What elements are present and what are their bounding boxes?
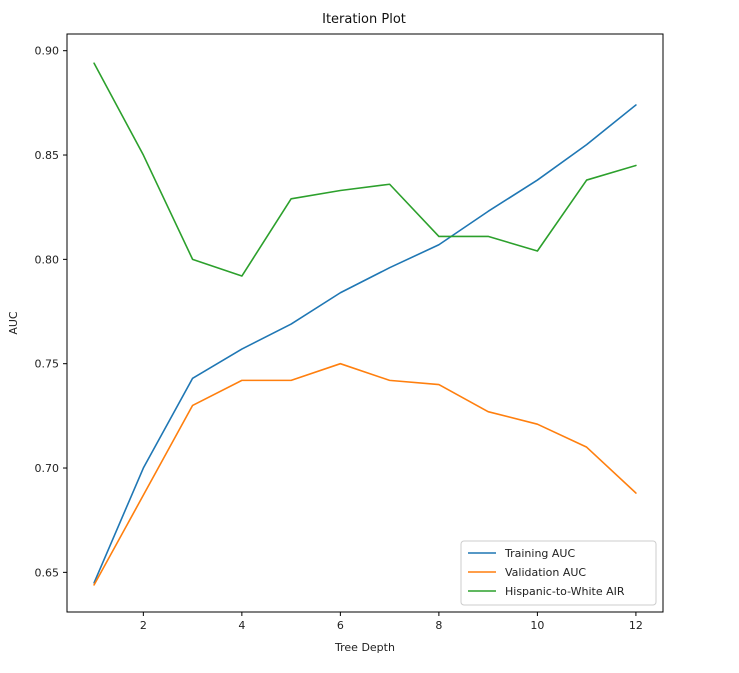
x-tick-label: 8 bbox=[435, 619, 442, 632]
legend: Training AUC Validation AUC Hispanic-to-Wh… bbox=[460, 540, 657, 606]
series-line-training-auc bbox=[93, 104, 637, 584]
y-tick-label: 0.70 bbox=[35, 462, 60, 475]
x-axis-label: Tree Depth bbox=[334, 641, 395, 654]
legend-box bbox=[460, 540, 657, 606]
x-tick-label: 10 bbox=[530, 619, 544, 632]
series-line-hispanic-to-white-air bbox=[93, 62, 637, 277]
legend-label-validation-auc: Validation AUC bbox=[505, 566, 586, 579]
x-axis: 2 4 6 8 10 12 bbox=[140, 612, 643, 632]
y-tick-label: 0.80 bbox=[35, 253, 60, 266]
x-tick-label: 4 bbox=[238, 619, 245, 632]
y-tick-label: 0.85 bbox=[35, 149, 60, 162]
x-tick-label: 6 bbox=[337, 619, 344, 632]
series-line-validation-auc bbox=[93, 362, 637, 586]
y-axis: 0.65 0.70 0.75 0.80 0.85 0.90 bbox=[35, 45, 67, 579]
y-tick-label: 0.65 bbox=[35, 566, 60, 579]
y-tick-label: 0.90 bbox=[35, 45, 60, 58]
series-lines bbox=[93, 62, 637, 586]
x-tick-label: 2 bbox=[140, 619, 147, 632]
y-axis-label: AUC bbox=[7, 311, 20, 335]
legend-label-training-auc: Training AUC bbox=[504, 547, 575, 560]
legend-label-hispanic-to-white-air: Hispanic-to-White AIR bbox=[505, 585, 625, 598]
x-tick-label: 12 bbox=[629, 619, 643, 632]
plot-area bbox=[66, 33, 664, 613]
axes-frame bbox=[66, 33, 664, 613]
y-tick-label: 0.75 bbox=[35, 358, 60, 371]
chart-title: Iteration Plot bbox=[322, 12, 406, 27]
